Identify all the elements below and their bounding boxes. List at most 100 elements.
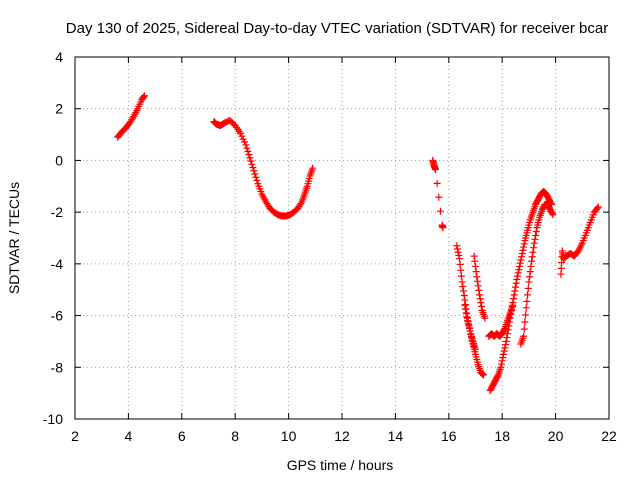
data-point [593, 204, 601, 212]
data-point [498, 357, 506, 365]
data-point [246, 154, 254, 162]
data-point [243, 144, 251, 152]
y-tick-label: 4 [55, 49, 63, 65]
data-point [477, 299, 485, 307]
data-point [520, 240, 528, 248]
series-seg3 [429, 156, 447, 232]
data-point [497, 363, 505, 371]
y-tick-label: 2 [55, 101, 63, 117]
data-point [248, 160, 256, 168]
data-point [140, 92, 148, 100]
data-point [249, 164, 257, 172]
data-point [594, 203, 602, 211]
data-point [472, 262, 479, 270]
data-point [252, 173, 260, 181]
data-point [515, 266, 523, 274]
data-point [519, 246, 527, 254]
data-point [500, 350, 508, 358]
data-point [531, 235, 539, 243]
data-point [498, 360, 506, 368]
data-point [548, 209, 556, 217]
data-point [463, 313, 471, 321]
data-point [436, 207, 444, 215]
y-axis: 4 2 0 -2 -4 -6 -8 -10 [43, 49, 609, 427]
data-point [516, 262, 524, 270]
data-point [453, 245, 461, 253]
data-point [460, 292, 468, 300]
data-point [461, 305, 469, 313]
data-point [456, 261, 464, 269]
data-point [472, 268, 480, 276]
data-point [509, 299, 517, 307]
data-point [508, 303, 516, 311]
data-point [502, 341, 510, 349]
y-tick-label: -8 [51, 359, 64, 375]
data-point [520, 332, 528, 340]
data-point [510, 291, 518, 299]
data-point [474, 282, 482, 290]
y-tick-label: -4 [51, 256, 64, 272]
data-point [250, 167, 258, 175]
data-point [512, 283, 520, 291]
x-tick-label: 8 [231, 428, 239, 444]
data-point [297, 199, 305, 207]
data-point [455, 255, 463, 263]
chart-title: Day 130 of 2025, Sidereal Day-to-day VTE… [66, 20, 608, 37]
y-tick-label: -6 [51, 308, 64, 324]
data-point [504, 330, 512, 338]
data-point [244, 147, 252, 155]
data-point [245, 151, 253, 159]
x-tick-label: 12 [334, 428, 350, 444]
data-point [517, 256, 525, 264]
data-point [512, 279, 520, 287]
data-point [521, 318, 529, 326]
data-point [527, 262, 535, 270]
series-seg2 [210, 116, 317, 220]
data-point [242, 141, 250, 149]
data-point [474, 277, 482, 285]
data-point [523, 297, 531, 305]
data-points [114, 92, 602, 395]
data-point [439, 224, 447, 232]
y-tick-label: -2 [51, 204, 64, 220]
data-point [431, 165, 439, 173]
data-point [476, 291, 484, 299]
data-point [511, 287, 519, 295]
data-point [530, 239, 538, 247]
data-point [522, 311, 530, 319]
data-point [247, 157, 255, 165]
data-point [473, 273, 481, 281]
data-point [506, 318, 514, 326]
data-point [532, 228, 540, 236]
data-point [513, 275, 521, 283]
data-point [129, 114, 137, 122]
y-tick-label: 0 [55, 152, 63, 168]
data-point [503, 334, 511, 342]
data-point [459, 282, 467, 290]
x-tick-label: 2 [71, 428, 79, 444]
series-seg9 [517, 200, 557, 348]
data-point [481, 314, 489, 322]
data-point [528, 253, 536, 261]
data-point [461, 301, 469, 309]
x-axis: 2 4 6 8 10 12 14 16 18 20 22 [71, 57, 617, 444]
x-tick-label: 16 [441, 428, 457, 444]
data-point [504, 326, 512, 334]
data-point [478, 370, 486, 378]
x-tick-label: 14 [388, 428, 404, 444]
y-axis-label: SDTVAR / TECUs [6, 182, 22, 294]
data-point [529, 248, 537, 256]
data-point [470, 252, 478, 260]
x-tick-label: 20 [548, 428, 564, 444]
data-point [532, 231, 540, 239]
data-point [507, 310, 515, 318]
data-point [518, 253, 526, 261]
data-point [251, 170, 259, 178]
data-point [499, 354, 507, 362]
y-tick-label: -10 [43, 411, 63, 427]
series-seg1 [114, 92, 148, 141]
data-point [530, 244, 538, 252]
x-tick-label: 4 [125, 428, 133, 444]
series-seg10 [557, 203, 602, 278]
data-point [525, 278, 533, 286]
